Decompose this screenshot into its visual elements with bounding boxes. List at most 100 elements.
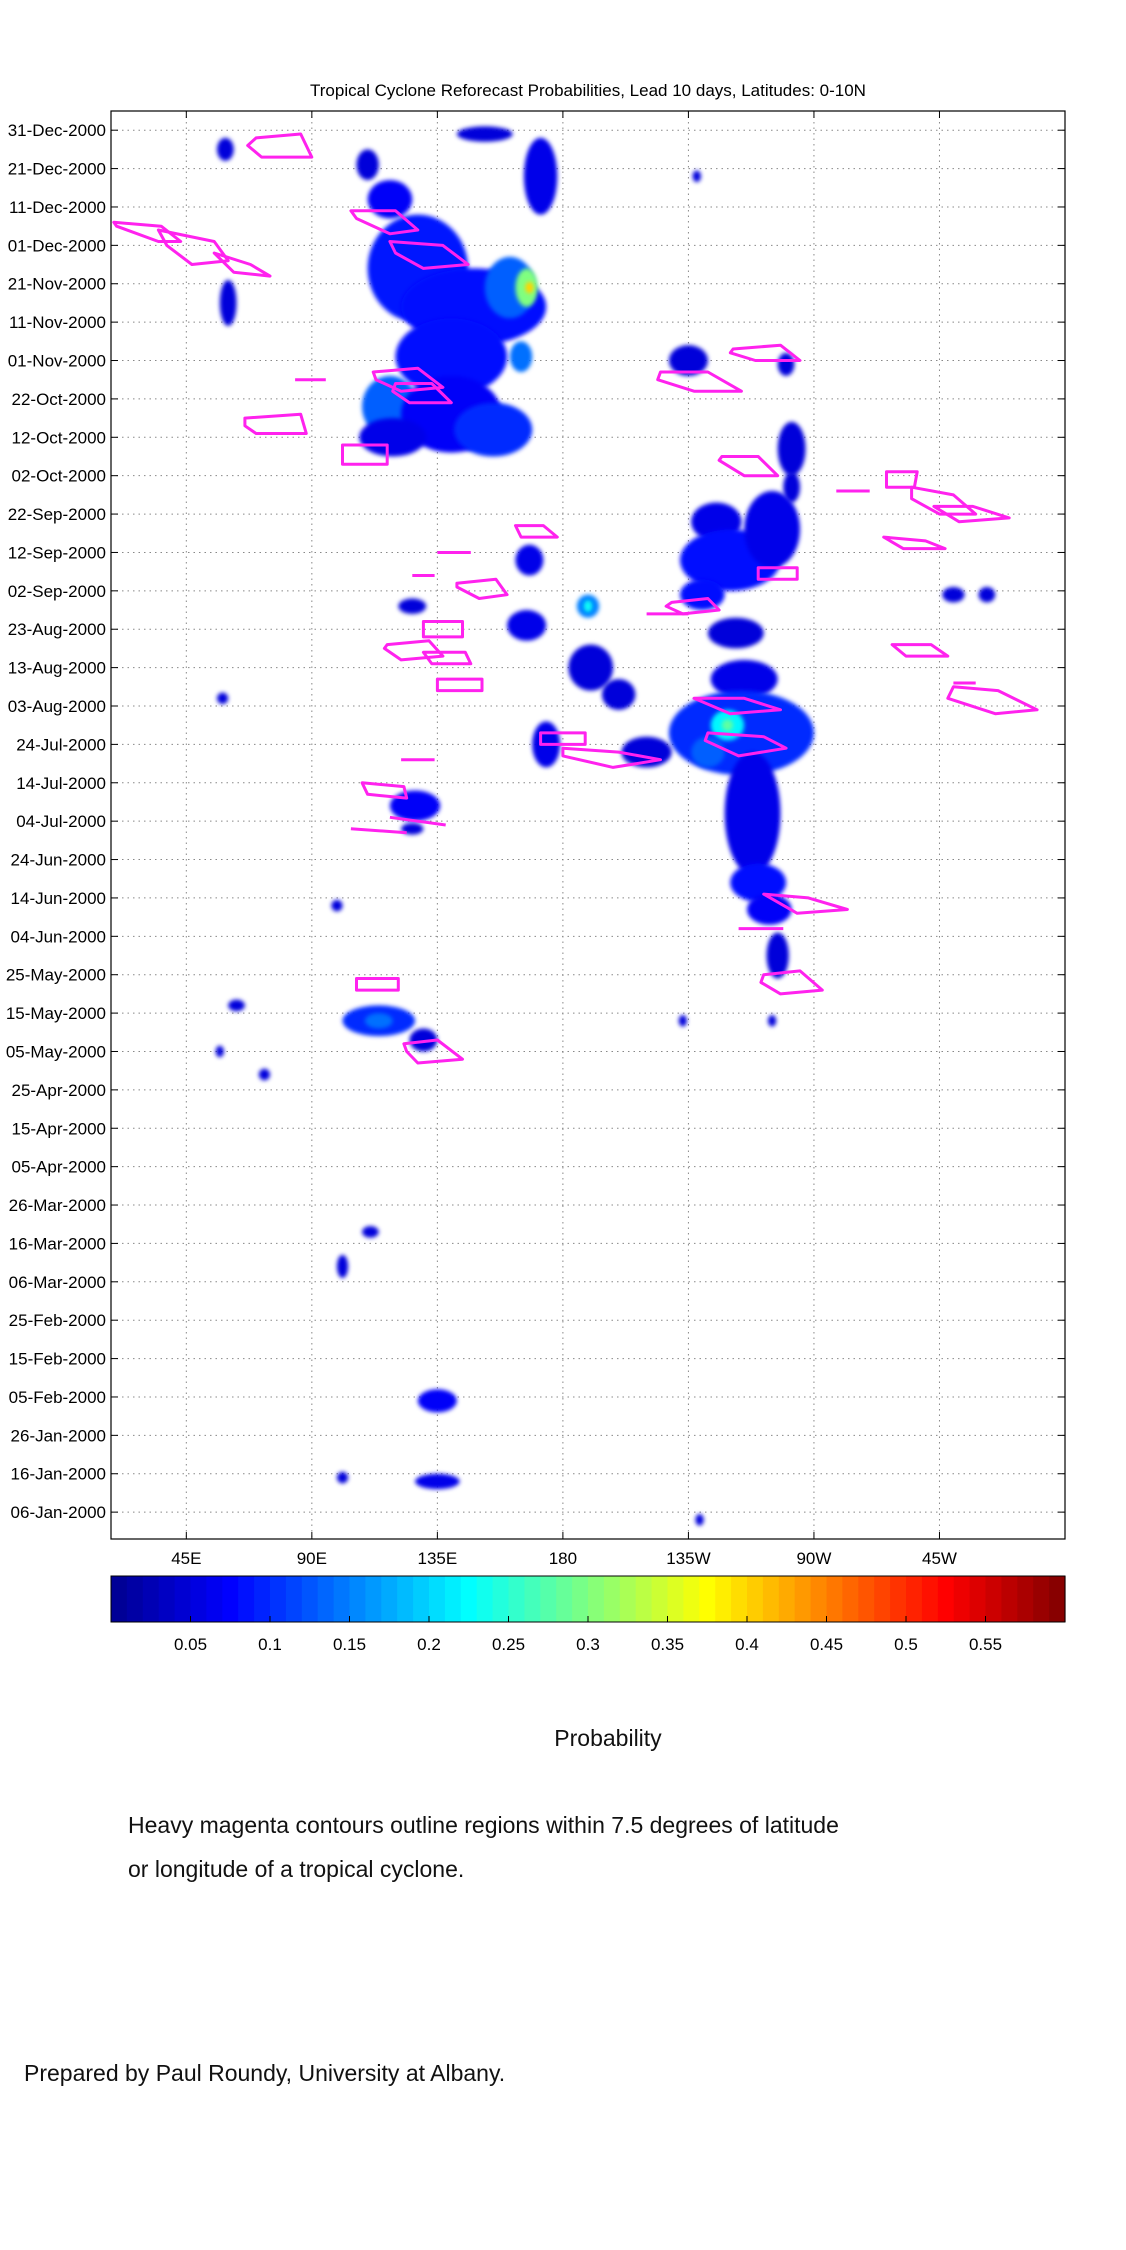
colorbar-swatch (556, 1576, 573, 1622)
probability-blob (362, 1226, 379, 1238)
colorbar-tick-label: 0.3 (576, 1635, 600, 1654)
probability-blob (258, 1068, 270, 1081)
probability-blob (707, 617, 764, 649)
cyclone-contour (421, 620, 464, 639)
x-tick-label: 45E (171, 1549, 201, 1568)
cyclone-contour (349, 209, 420, 236)
cyclone-contour (756, 566, 799, 581)
colorbar-swatch (858, 1576, 875, 1622)
colorbar-swatch (540, 1576, 557, 1622)
colorbar-swatch (429, 1576, 446, 1622)
probability-blob (228, 999, 245, 1012)
colorbar-swatch (890, 1576, 907, 1622)
probability-blob (767, 1015, 777, 1027)
probability-blob (747, 894, 792, 925)
cyclone-contour (350, 827, 407, 835)
probability-blob (219, 279, 237, 326)
colorbar-swatch (762, 1576, 780, 1622)
colorbar-swatch (190, 1576, 207, 1622)
colorbar-swatch (317, 1576, 335, 1622)
cyclone-contour (421, 650, 473, 666)
probability-blob (525, 281, 534, 294)
colorbar-swatch (588, 1576, 605, 1622)
y-tick-label: 14-Jul-2000 (16, 774, 106, 793)
colorbar-swatch (921, 1576, 939, 1622)
colorbar-swatch (111, 1576, 128, 1622)
y-tick-label: 11-Dec-2000 (9, 198, 106, 217)
colorbar-swatch (142, 1576, 160, 1622)
cyclone-contour (656, 370, 743, 393)
colorbar-swatch (699, 1576, 716, 1622)
colorbar-swatch (572, 1576, 589, 1622)
y-tick-label: 25-May-2000 (6, 966, 106, 985)
probability-blob (417, 1389, 457, 1413)
colorbar-swatch (683, 1576, 700, 1622)
colorbar-swatch (778, 1576, 796, 1622)
cyclone-contour (246, 132, 314, 159)
probability-blob (215, 1045, 224, 1058)
probability-blob (331, 899, 343, 912)
grid-lines (111, 111, 1065, 1539)
probability-blob (415, 1473, 460, 1490)
cyclone-contour (388, 240, 470, 270)
y-tick-label: 06-Mar-2000 (9, 1273, 106, 1292)
contour-note-line-1: Heavy magenta contours outline regions w… (128, 1812, 839, 1838)
y-tick-label: 26-Mar-2000 (9, 1196, 106, 1215)
colorbar-swatch (906, 1576, 923, 1622)
probability-blob (695, 1514, 704, 1526)
colorbar-swatch (333, 1576, 351, 1622)
colorbar-swatch (158, 1576, 176, 1622)
cyclone-contour (703, 731, 788, 758)
colorbar-tick-label: 0.2 (417, 1635, 441, 1654)
colorbar-tick-label: 0.25 (492, 1635, 525, 1654)
y-tick-label: 14-Jun-2000 (11, 889, 106, 908)
cyclone-contour (885, 470, 919, 489)
y-tick-label: 04-Jun-2000 (11, 927, 106, 946)
cyclone-contour (435, 677, 484, 693)
probability-blob (217, 692, 229, 705)
colorbar-swatch (953, 1576, 971, 1622)
y-tick-label: 12-Oct-2000 (12, 428, 107, 447)
cyclone-contour (759, 969, 824, 996)
probability-blob (601, 679, 636, 710)
probability-blob (724, 752, 781, 875)
cyclone-contour (355, 977, 400, 992)
probability-blob (777, 352, 795, 376)
colorbar-swatch (460, 1576, 478, 1622)
colorbar-swatch (715, 1576, 732, 1622)
colorbar-swatch (365, 1576, 382, 1622)
cyclone-contours (112, 132, 1039, 1065)
colorbar-swatch (667, 1576, 684, 1622)
colorbar-swatch (826, 1576, 843, 1622)
cyclone-contour (882, 535, 947, 551)
colorbar: 0.05 0.1 0.15 0.2 0.25 0.3 0.35 0.4 0.45 0.5 0.55 (110, 1575, 1066, 1654)
y-tick-label: 15-May-2000 (6, 1004, 106, 1023)
colorbar-swatch (731, 1576, 748, 1622)
colorbar-tick-label: 0.5 (894, 1635, 918, 1654)
colorbar-swatch (508, 1576, 525, 1622)
y-tick-label: 22-Sep-2000 (8, 505, 106, 524)
probability-blob (515, 544, 544, 576)
colorbar-tick-label: 0.55 (969, 1635, 1002, 1654)
colorbar-swatch (1033, 1576, 1050, 1622)
cyclone-contour (932, 504, 1011, 524)
cyclone-contour (243, 412, 308, 435)
cyclone-contour (717, 455, 780, 478)
x-tick-label: 90E (297, 1549, 327, 1568)
cyclone-contour (514, 524, 559, 539)
colorbar-label: Probability (554, 1725, 662, 1751)
colorbar-swatch (413, 1576, 430, 1622)
probability-blob (730, 863, 787, 902)
colorbar-swatch (747, 1576, 764, 1622)
probability-blob (398, 598, 427, 614)
colorbar-tick-label: 0.35 (651, 1635, 684, 1654)
y-tick-label: 01-Dec-2000 (8, 236, 106, 255)
colorbar-swatch (285, 1576, 303, 1622)
colorbar-swatch (397, 1576, 414, 1622)
colorbar-swatch (524, 1576, 541, 1622)
cyclone-contour (402, 1038, 464, 1065)
colorbar-swatch (444, 1576, 462, 1622)
y-tick-label: 31-Dec-2000 (8, 121, 106, 140)
plot-frame (110, 110, 1066, 1540)
probability-blob (978, 587, 996, 603)
